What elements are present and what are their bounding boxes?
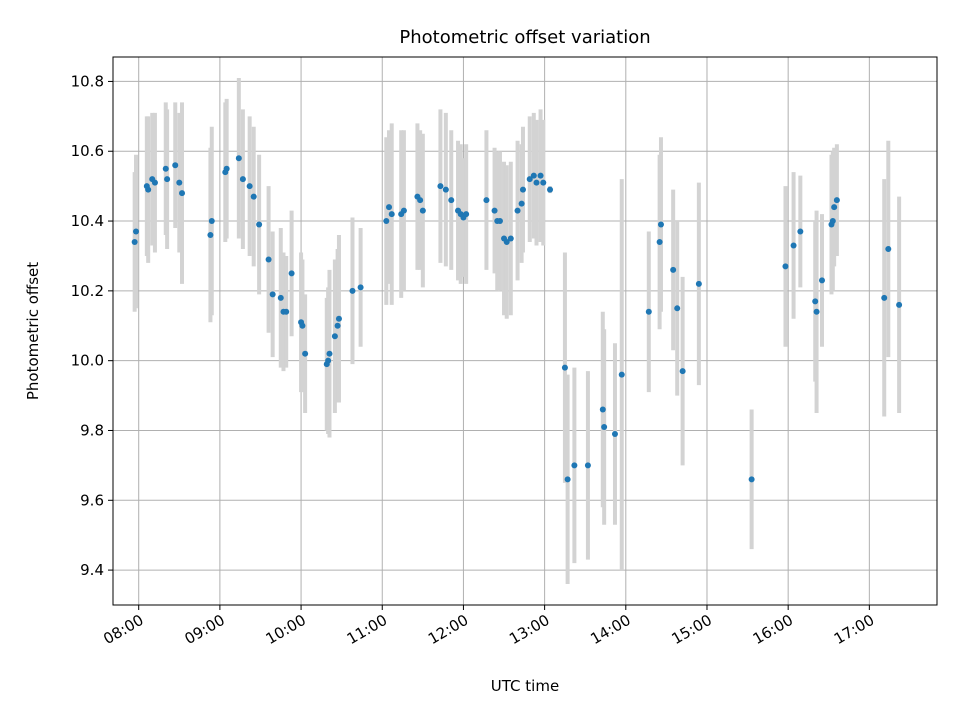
data-point [790, 242, 797, 249]
y-tick-label: 10.6 [71, 142, 104, 160]
data-point [679, 368, 686, 375]
data-point [530, 172, 537, 179]
y-axis-ticks: 9.4 9.6 9.8 10.0 10.2 10.4 10.6 10.8 [71, 72, 113, 579]
data-point [388, 211, 395, 218]
data-point [383, 218, 390, 225]
data-point [818, 277, 825, 284]
data-point [335, 315, 342, 322]
data-point [599, 406, 606, 413]
plot-frame [112, 56, 938, 606]
data-point [162, 165, 169, 172]
data-point [208, 218, 215, 225]
data-point [386, 204, 393, 211]
data-point [526, 176, 533, 183]
data-point [518, 200, 525, 207]
data-point [674, 305, 681, 312]
y-axis-label: Photometric offset [24, 262, 42, 400]
y-tick-label: 10.0 [71, 352, 104, 370]
data-point [829, 218, 836, 225]
data-point [645, 308, 652, 315]
data-point [833, 197, 840, 204]
data-point [537, 172, 544, 179]
data-point [349, 287, 356, 294]
x-axis-label: UTC time [491, 677, 559, 695]
data-point [277, 294, 284, 301]
data-point [145, 186, 152, 193]
y-tick-label: 9.6 [80, 491, 104, 509]
data-point [256, 221, 263, 228]
data-point [283, 308, 290, 315]
data-point [463, 211, 470, 218]
data-point [656, 238, 663, 245]
data-point [670, 266, 677, 273]
data-point [540, 179, 547, 186]
data-point [797, 228, 804, 235]
data-point [151, 179, 158, 186]
data-point [514, 207, 521, 214]
data-point [172, 162, 179, 169]
data-point [299, 322, 306, 329]
chart-title: Photometric offset variation [399, 27, 650, 48]
data-point [483, 197, 490, 204]
y-tick-label: 9.8 [80, 421, 104, 439]
data-point [564, 476, 571, 483]
data-point [239, 176, 246, 183]
data-point [223, 165, 230, 172]
data-point [250, 193, 257, 200]
data-point [584, 462, 591, 469]
data-point [131, 238, 138, 245]
data-point [207, 232, 214, 239]
data-point [246, 183, 253, 190]
data-point [448, 197, 455, 204]
data-point [695, 280, 702, 287]
data-point [302, 350, 309, 357]
data-point [334, 322, 341, 329]
data-point [813, 308, 820, 315]
data-point [561, 364, 568, 371]
data-point [519, 186, 526, 193]
y-tick-label: 10.8 [71, 72, 104, 90]
data-point [265, 256, 272, 263]
data-point [881, 294, 888, 301]
data-point [331, 333, 338, 340]
data-point [442, 186, 449, 193]
y-tick-label: 10.2 [71, 282, 104, 300]
data-point [496, 218, 503, 225]
data-point [419, 207, 426, 214]
data-point [325, 357, 332, 364]
data-point [179, 190, 186, 197]
data-point [507, 235, 514, 242]
data-point [133, 228, 140, 235]
data-point [611, 430, 618, 437]
data-point [657, 221, 664, 228]
data-point [491, 207, 498, 214]
data-point [601, 423, 608, 430]
data-point [618, 371, 625, 378]
data-point [400, 207, 407, 214]
data-point [571, 462, 578, 469]
data-point [503, 238, 510, 245]
y-tick-label: 10.4 [71, 212, 104, 230]
data-point [812, 298, 819, 305]
data-point [782, 263, 789, 270]
data-point [437, 183, 444, 190]
data-point [533, 179, 540, 186]
y-tick-label: 9.4 [80, 561, 104, 579]
data-point [235, 155, 242, 162]
data-point [547, 186, 554, 193]
data-point [831, 204, 838, 211]
data-points [131, 155, 903, 483]
data-point [885, 245, 892, 252]
data-point [326, 350, 333, 357]
data-point [176, 179, 183, 186]
data-point [748, 476, 755, 483]
data-point [164, 176, 171, 183]
data-point [417, 197, 424, 204]
data-point [288, 270, 295, 277]
data-point [896, 301, 903, 308]
data-point [357, 284, 364, 291]
data-point [269, 291, 276, 298]
